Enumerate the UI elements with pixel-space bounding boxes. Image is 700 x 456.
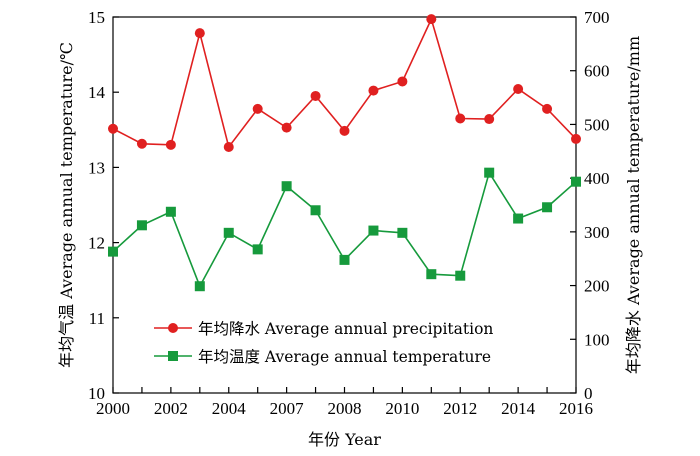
legend-item: 年均降水 Average annual precipitation — [154, 320, 493, 338]
data-point — [571, 133, 581, 144]
data-point — [571, 176, 581, 187]
x-tick-label: 2004 — [212, 399, 247, 418]
y-right-tick-label: 300 — [584, 223, 610, 242]
data-point — [223, 141, 234, 152]
data-point — [339, 125, 350, 136]
x-tick-label: 2002 — [154, 399, 188, 418]
y-right-tick-label: 700 — [584, 8, 610, 27]
x-tick-label: 2008 — [328, 399, 362, 418]
legend-marker — [168, 323, 178, 333]
y-right-axis-title: 年均降水 Average annual temperature/mm — [624, 36, 643, 374]
y-right-tick-label: 100 — [584, 330, 610, 349]
data-point — [484, 167, 495, 178]
series-layer — [108, 14, 581, 292]
data-point — [281, 122, 292, 133]
data-point — [108, 246, 118, 257]
legend-item: 年均温度 Average annual temperature — [154, 348, 491, 366]
x-tick-label: 2014 — [501, 399, 536, 418]
data-point — [542, 103, 553, 114]
y-right-tick-label: 500 — [584, 115, 610, 134]
x-tick-label: 2007 — [270, 399, 305, 418]
data-point — [194, 281, 205, 292]
data-point — [310, 90, 321, 101]
data-point — [484, 114, 495, 125]
x-tick-label: 2000 — [96, 399, 130, 418]
data-point — [426, 269, 437, 280]
data-point — [223, 227, 234, 238]
data-point — [397, 76, 408, 87]
x-tick-label: 2016 — [559, 399, 593, 418]
data-point — [194, 28, 205, 39]
data-point — [455, 113, 466, 124]
axes: 10 11 12 13 14 15 0 100 200 300 400 500 600 700 2000 20… — [57, 8, 643, 449]
y-left-tick-label: 12 — [88, 234, 105, 253]
legend-marker — [168, 351, 178, 361]
series-1 — [108, 14, 581, 152]
legend-label: 年均温度 Average annual temperature — [198, 348, 491, 366]
data-point — [397, 227, 408, 238]
data-point — [368, 85, 379, 96]
legend-label: 年均降水 Average annual precipitation — [198, 320, 493, 338]
y-right-tick-label: 0 — [584, 384, 593, 403]
y-right-tick-label: 200 — [584, 277, 610, 296]
data-point — [165, 139, 176, 150]
data-point — [136, 138, 147, 149]
data-point — [368, 225, 379, 236]
data-point — [252, 244, 263, 255]
data-point — [339, 254, 350, 265]
y-right-tick-label: 400 — [584, 169, 610, 188]
data-point — [136, 220, 147, 231]
y-left-axis-title: 年均气温 Average annual temperature/℃ — [57, 42, 76, 368]
data-point — [310, 205, 321, 216]
data-point — [542, 202, 553, 213]
series-2-line — [112, 170, 577, 289]
y-left-tick-label: 15 — [88, 8, 105, 27]
x-tick-label: 2012 — [443, 399, 477, 418]
data-point — [252, 103, 263, 114]
y-left-tick-label: 11 — [89, 309, 105, 328]
data-point — [513, 213, 524, 224]
data-point — [513, 83, 524, 94]
x-axis-title: 年份 Year — [308, 430, 381, 449]
y-left-tick-label: 13 — [88, 158, 105, 177]
data-point — [281, 181, 292, 192]
series-2 — [108, 167, 581, 292]
data-point — [426, 14, 437, 25]
y-left-tick-label: 14 — [88, 83, 106, 102]
y-left-tick-label: 10 — [88, 384, 105, 403]
legend: 年均降水 Average annual precipitation 年均温度 Av… — [154, 320, 493, 366]
y-right-tick-label: 600 — [584, 62, 610, 81]
data-point — [108, 123, 118, 134]
x-tick-label: 2010 — [385, 399, 419, 418]
data-point — [165, 206, 176, 217]
data-point — [455, 270, 466, 281]
